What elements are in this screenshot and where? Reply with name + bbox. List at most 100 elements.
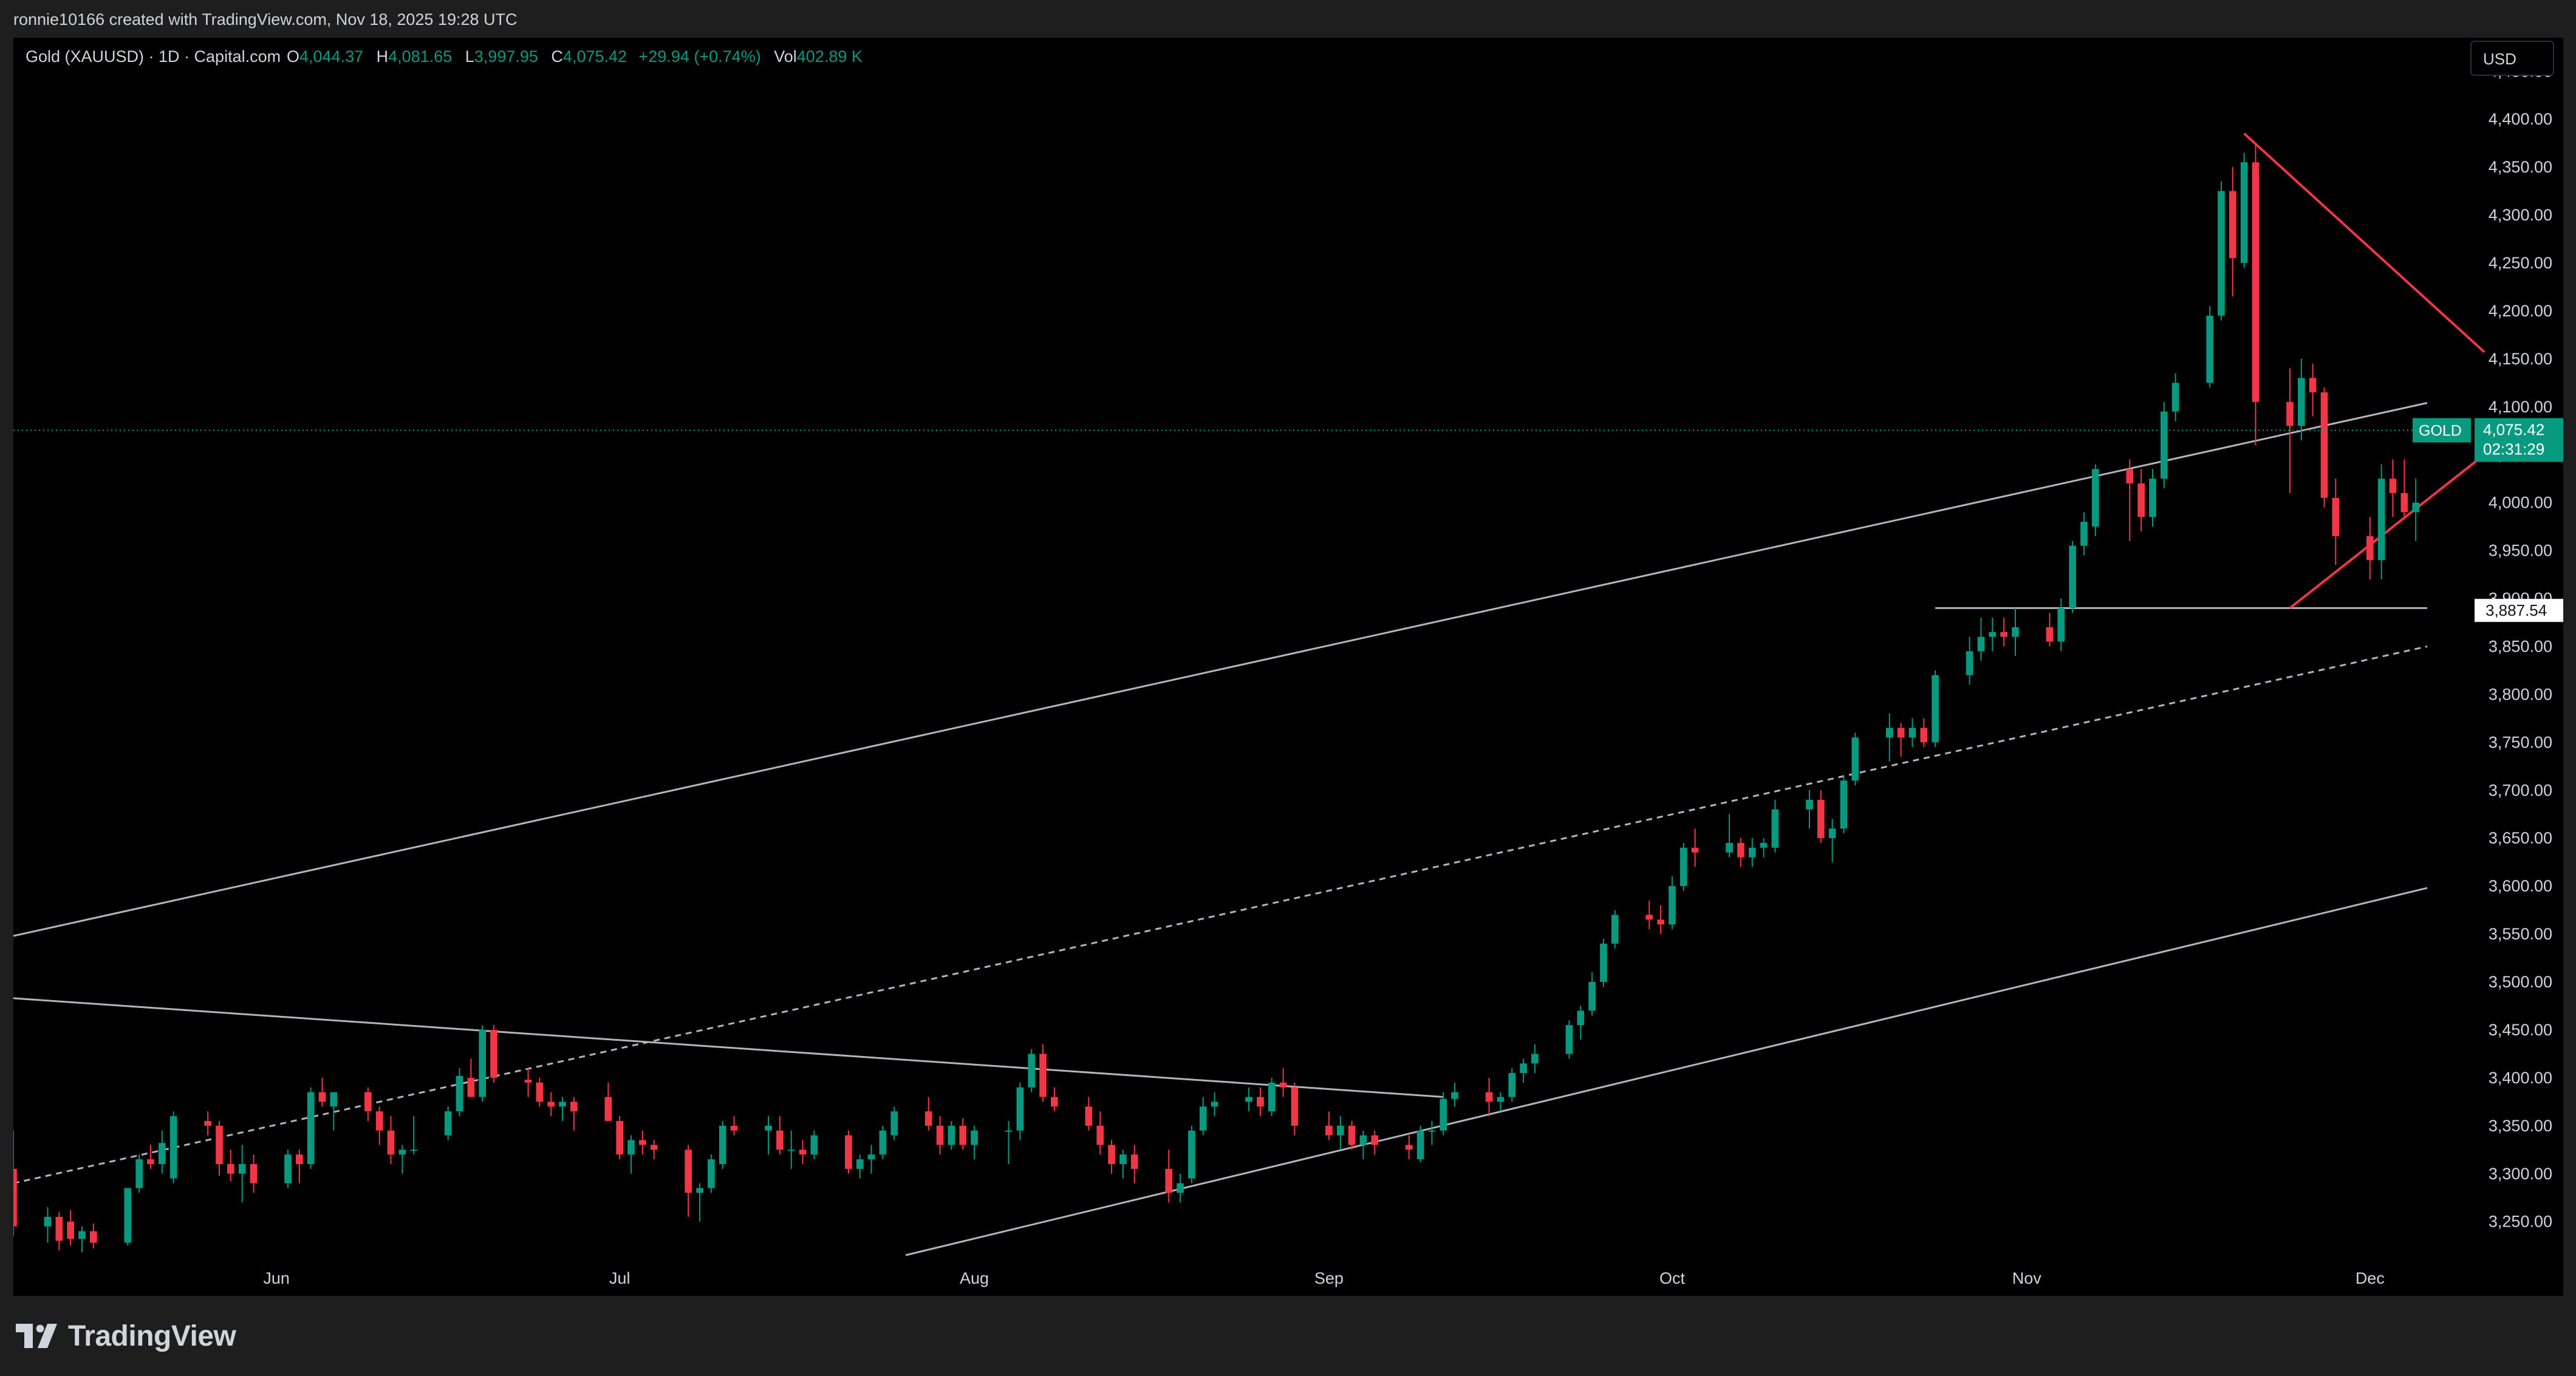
candle-down bbox=[10, 1168, 17, 1227]
candle-up bbox=[1531, 1054, 1539, 1064]
tradingview-logo[interactable]: TradingView bbox=[16, 1319, 236, 1353]
trendline[interactable] bbox=[13, 402, 2428, 937]
price-tag-value: 4,075.42 bbox=[2483, 421, 2544, 439]
price-axis-label: 4,000.00 bbox=[2489, 494, 2552, 512]
price-axis-label: 4,250.00 bbox=[2489, 254, 2552, 272]
candle-down bbox=[1897, 727, 1905, 738]
time-axis-label: Oct bbox=[1659, 1269, 1686, 1287]
candle-down bbox=[2229, 191, 2236, 259]
time-axis-label: Jul bbox=[609, 1269, 630, 1287]
candle-up bbox=[1336, 1125, 1344, 1136]
candle-down bbox=[936, 1125, 944, 1145]
candle-up bbox=[1005, 1130, 1013, 1132]
candle-down bbox=[227, 1164, 234, 1174]
candle-up bbox=[1451, 1092, 1458, 1099]
candle-up bbox=[1440, 1098, 1447, 1131]
dashed-trendline[interactable] bbox=[13, 645, 2428, 1185]
candle-up bbox=[1211, 1102, 1218, 1107]
chart-background bbox=[13, 38, 2563, 1296]
candle-down bbox=[2046, 627, 2054, 642]
red-trendline[interactable] bbox=[2289, 454, 2485, 609]
candle-up bbox=[1565, 1025, 1573, 1054]
candle-down bbox=[1325, 1125, 1333, 1136]
candle-up bbox=[971, 1130, 978, 1145]
candle-down bbox=[1405, 1145, 1413, 1150]
candle-down bbox=[2332, 497, 2340, 536]
candle-up bbox=[330, 1092, 338, 1107]
candle-up bbox=[1177, 1183, 1184, 1193]
candle-down bbox=[387, 1130, 395, 1155]
candle-down bbox=[2400, 492, 2408, 513]
candle-up bbox=[948, 1125, 955, 1145]
candle-down bbox=[959, 1125, 967, 1145]
candle-down bbox=[204, 1120, 212, 1126]
candle-up bbox=[810, 1135, 818, 1155]
candle-up bbox=[1828, 828, 1836, 839]
candle-up bbox=[1416, 1130, 1424, 1160]
candle-up bbox=[44, 1216, 52, 1227]
candle-down bbox=[2389, 479, 2397, 493]
trendline[interactable] bbox=[905, 887, 2428, 1256]
red-trendline[interactable] bbox=[2243, 132, 2485, 353]
legend-symbol: Gold (XAUUSD) · 1D · Capital.com bbox=[26, 47, 281, 66]
trendline[interactable] bbox=[13, 997, 1444, 1098]
time-axis-label: Nov bbox=[2012, 1269, 2042, 1287]
candle-up bbox=[2091, 469, 2099, 527]
candle-down bbox=[2137, 483, 2145, 517]
candle-up bbox=[1977, 636, 1985, 652]
candle-up bbox=[1908, 727, 1916, 738]
candle-up bbox=[2171, 383, 2179, 412]
candle-up bbox=[479, 1029, 487, 1097]
currency-button[interactable]: USD bbox=[2470, 41, 2554, 76]
candle-up bbox=[1840, 780, 1848, 829]
candle-down bbox=[2252, 162, 2260, 402]
candle-up bbox=[78, 1231, 86, 1239]
candle-down bbox=[547, 1102, 555, 1107]
candle-down bbox=[1279, 1082, 1287, 1088]
candle-up bbox=[1508, 1073, 1516, 1097]
candle-down bbox=[490, 1029, 497, 1078]
candle-up bbox=[696, 1188, 703, 1193]
candle-up bbox=[1199, 1106, 1207, 1131]
candle-up bbox=[1679, 848, 1687, 887]
candle-down bbox=[2126, 469, 2134, 484]
candle-up bbox=[1588, 982, 1596, 1011]
candle-up bbox=[1119, 1154, 1127, 1165]
level-tag-value: 3,887.54 bbox=[2485, 601, 2547, 619]
candle-down bbox=[570, 1102, 578, 1112]
candle-up bbox=[2377, 479, 2385, 560]
current-price-tag: GOLD 4,075.42 02:31:29 bbox=[2413, 418, 2563, 462]
candle-down bbox=[650, 1145, 658, 1150]
candle-up bbox=[1497, 1097, 1505, 1102]
candle-up bbox=[1028, 1054, 1036, 1088]
candle-down bbox=[1039, 1054, 1047, 1097]
candle-up bbox=[456, 1075, 463, 1112]
candle-down bbox=[1108, 1145, 1115, 1165]
candle-down bbox=[1691, 848, 1699, 853]
drawing-tools[interactable] bbox=[13, 132, 2485, 1256]
candle-down bbox=[1051, 1097, 1058, 1107]
price-axis-label: 4,100.00 bbox=[2489, 398, 2552, 416]
chart-frame[interactable]: 3,250.00 3,300.00 3,350.00 3,400.00 3,450.00… bbox=[10, 38, 2563, 1296]
candle-up bbox=[1016, 1087, 1024, 1131]
candle-down bbox=[1165, 1168, 1173, 1193]
price-axis-label: 3,650.00 bbox=[2489, 829, 2552, 847]
candle-up bbox=[2240, 162, 2248, 264]
price-axis-label: 3,800.00 bbox=[2489, 685, 2552, 703]
candle-down bbox=[2320, 392, 2328, 498]
price-tag-countdown: 02:31:29 bbox=[2483, 440, 2544, 458]
time-axis-label: Jun bbox=[263, 1269, 290, 1287]
candle-up bbox=[1989, 632, 1997, 637]
time-axis[interactable]: Jun Jul Aug Sep Oct Nov Dec bbox=[263, 1269, 2384, 1287]
candle-up bbox=[1577, 1010, 1585, 1026]
candle-down bbox=[845, 1135, 852, 1169]
candle-up bbox=[2206, 315, 2213, 383]
candle-up bbox=[765, 1125, 772, 1131]
candle-up bbox=[1245, 1097, 1252, 1102]
price-chart[interactable]: 3,250.00 3,300.00 3,350.00 3,400.00 3,450.00… bbox=[10, 38, 2563, 1296]
candle-down bbox=[1096, 1125, 1104, 1145]
candle-up bbox=[1268, 1082, 1276, 1112]
price-axis-label: 3,550.00 bbox=[2489, 925, 2552, 943]
candle-down bbox=[1737, 843, 1744, 857]
candle-up bbox=[1966, 651, 1973, 675]
